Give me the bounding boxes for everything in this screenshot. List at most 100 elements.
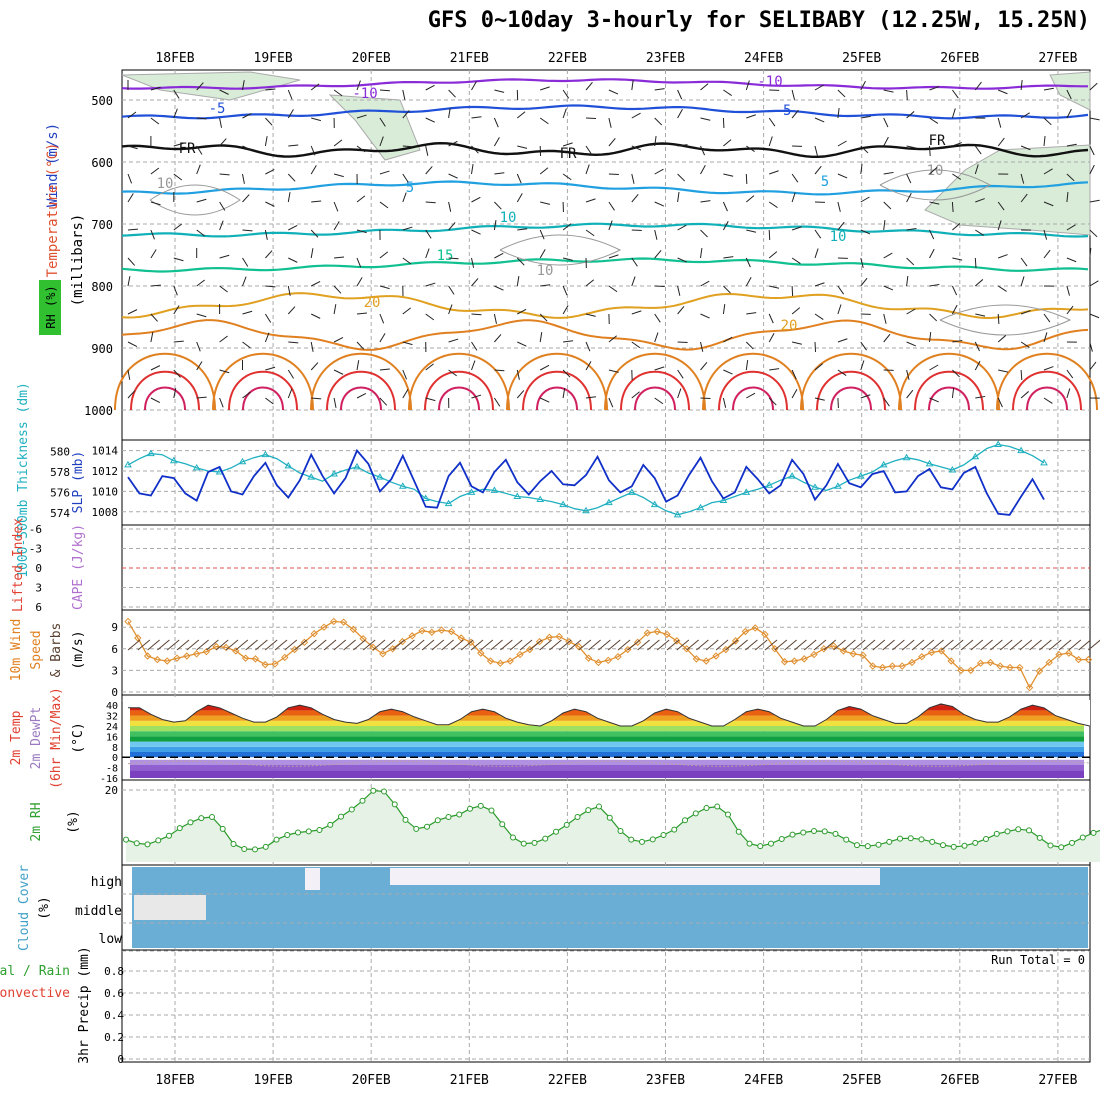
wind-speed-point <box>555 632 563 641</box>
wind-barb <box>539 229 545 240</box>
wind-barb <box>173 173 183 181</box>
wind-barb <box>425 84 435 91</box>
wind-barb <box>402 173 409 183</box>
wind-tick: 0 <box>111 686 118 699</box>
rh-point <box>703 805 710 811</box>
wind-barb <box>677 369 684 379</box>
wind-barb <box>333 337 344 343</box>
wind-barb <box>493 117 499 128</box>
pressure-tick: 600 <box>91 156 113 170</box>
surface-wind-barb <box>813 639 827 651</box>
thickness-point <box>398 482 407 489</box>
wind-barb <box>1020 145 1031 151</box>
wind-barb <box>173 223 183 231</box>
wind-barb <box>768 333 775 343</box>
wind-speed-point <box>859 651 867 659</box>
rh-point <box>757 843 764 850</box>
wind-barb <box>310 313 321 319</box>
surface-wind-barb <box>696 639 709 651</box>
thickness-point <box>582 506 590 514</box>
wind-barb <box>265 250 273 259</box>
wind-barb <box>127 390 136 399</box>
wind-barb <box>906 145 917 149</box>
surface-temp-loop <box>228 370 298 411</box>
wind-barb <box>196 198 207 203</box>
wind-barb <box>265 169 275 175</box>
rh-point <box>950 843 957 850</box>
wind-barb <box>814 363 823 371</box>
rh-point <box>617 828 624 835</box>
cloud-gap <box>390 868 880 885</box>
wind-barb <box>539 332 543 343</box>
temperature-contour <box>121 180 1089 196</box>
surface-wind-barb <box>402 639 415 651</box>
wind-barb <box>860 196 870 203</box>
wind-barb <box>906 227 917 231</box>
wind-speed-point <box>624 645 632 654</box>
wind-speed-point <box>957 666 965 675</box>
rh-point <box>692 810 699 817</box>
wind-barb <box>494 252 504 259</box>
wind-barb <box>127 111 137 119</box>
wind-barb <box>173 305 180 315</box>
surface-wind-barb <box>206 639 219 651</box>
wind-barb <box>1020 391 1029 399</box>
wind-barb <box>860 277 868 287</box>
wind-barb <box>402 110 410 119</box>
wind-speed-point <box>565 637 573 646</box>
surface-wind-barb <box>901 639 915 651</box>
wind-barb <box>1020 310 1031 315</box>
wind-barb <box>471 278 479 287</box>
thickness-point <box>627 488 636 495</box>
thickness-point <box>353 462 361 470</box>
wind-barb <box>791 109 799 119</box>
wind-speed-point <box>124 617 132 626</box>
wind-speed-point <box>418 627 426 635</box>
wind-barb <box>493 313 497 324</box>
wind-barb <box>837 89 846 98</box>
wind-barb <box>448 108 451 119</box>
wind-barb <box>539 117 549 125</box>
date-label-bottom: 19FEB <box>254 1073 293 1088</box>
wind-barb <box>150 284 161 287</box>
surface-temp-loop <box>326 370 396 411</box>
wind-barb <box>517 228 528 231</box>
wind-barb <box>288 144 299 147</box>
cloud-gap <box>305 868 320 890</box>
wind-barb <box>494 334 502 343</box>
wind-barb <box>173 108 178 119</box>
wind-barb <box>516 173 522 184</box>
rh-point <box>940 842 946 849</box>
wind-barb <box>608 254 619 259</box>
surface-wind-barb <box>255 639 268 651</box>
wind-barb <box>1043 87 1054 91</box>
contour-label: 20 <box>781 318 798 334</box>
wind-barb <box>242 229 253 232</box>
wind-barb <box>333 201 339 212</box>
li-tick: -6 <box>29 523 42 536</box>
rh-point <box>488 807 495 814</box>
thickness-point <box>971 452 980 460</box>
wind-barb <box>700 229 708 238</box>
wind-barb <box>654 366 665 371</box>
wind-speed-point <box>976 659 985 667</box>
slp-tick: 1010 <box>92 485 119 498</box>
wind-barb <box>1089 280 1099 287</box>
wind-barb <box>631 257 638 267</box>
wind-barb <box>585 396 596 399</box>
contour-label: 10 <box>157 176 174 192</box>
wind-barb <box>1043 313 1051 323</box>
wind-speed-point <box>751 624 759 632</box>
contour-label: 10 <box>927 163 944 179</box>
wind-barb <box>631 112 641 119</box>
date-label-bottom: 22FEB <box>548 1073 587 1088</box>
wind-barb <box>471 81 477 91</box>
wind-speed-point <box>486 657 495 665</box>
wind-barb <box>402 389 409 399</box>
date-label-top: 19FEB <box>254 51 293 66</box>
surface-wind-barb <box>441 639 454 651</box>
thickness-point <box>902 453 911 461</box>
contour-label: 5 <box>406 180 414 196</box>
contour-label: FR <box>179 141 196 157</box>
